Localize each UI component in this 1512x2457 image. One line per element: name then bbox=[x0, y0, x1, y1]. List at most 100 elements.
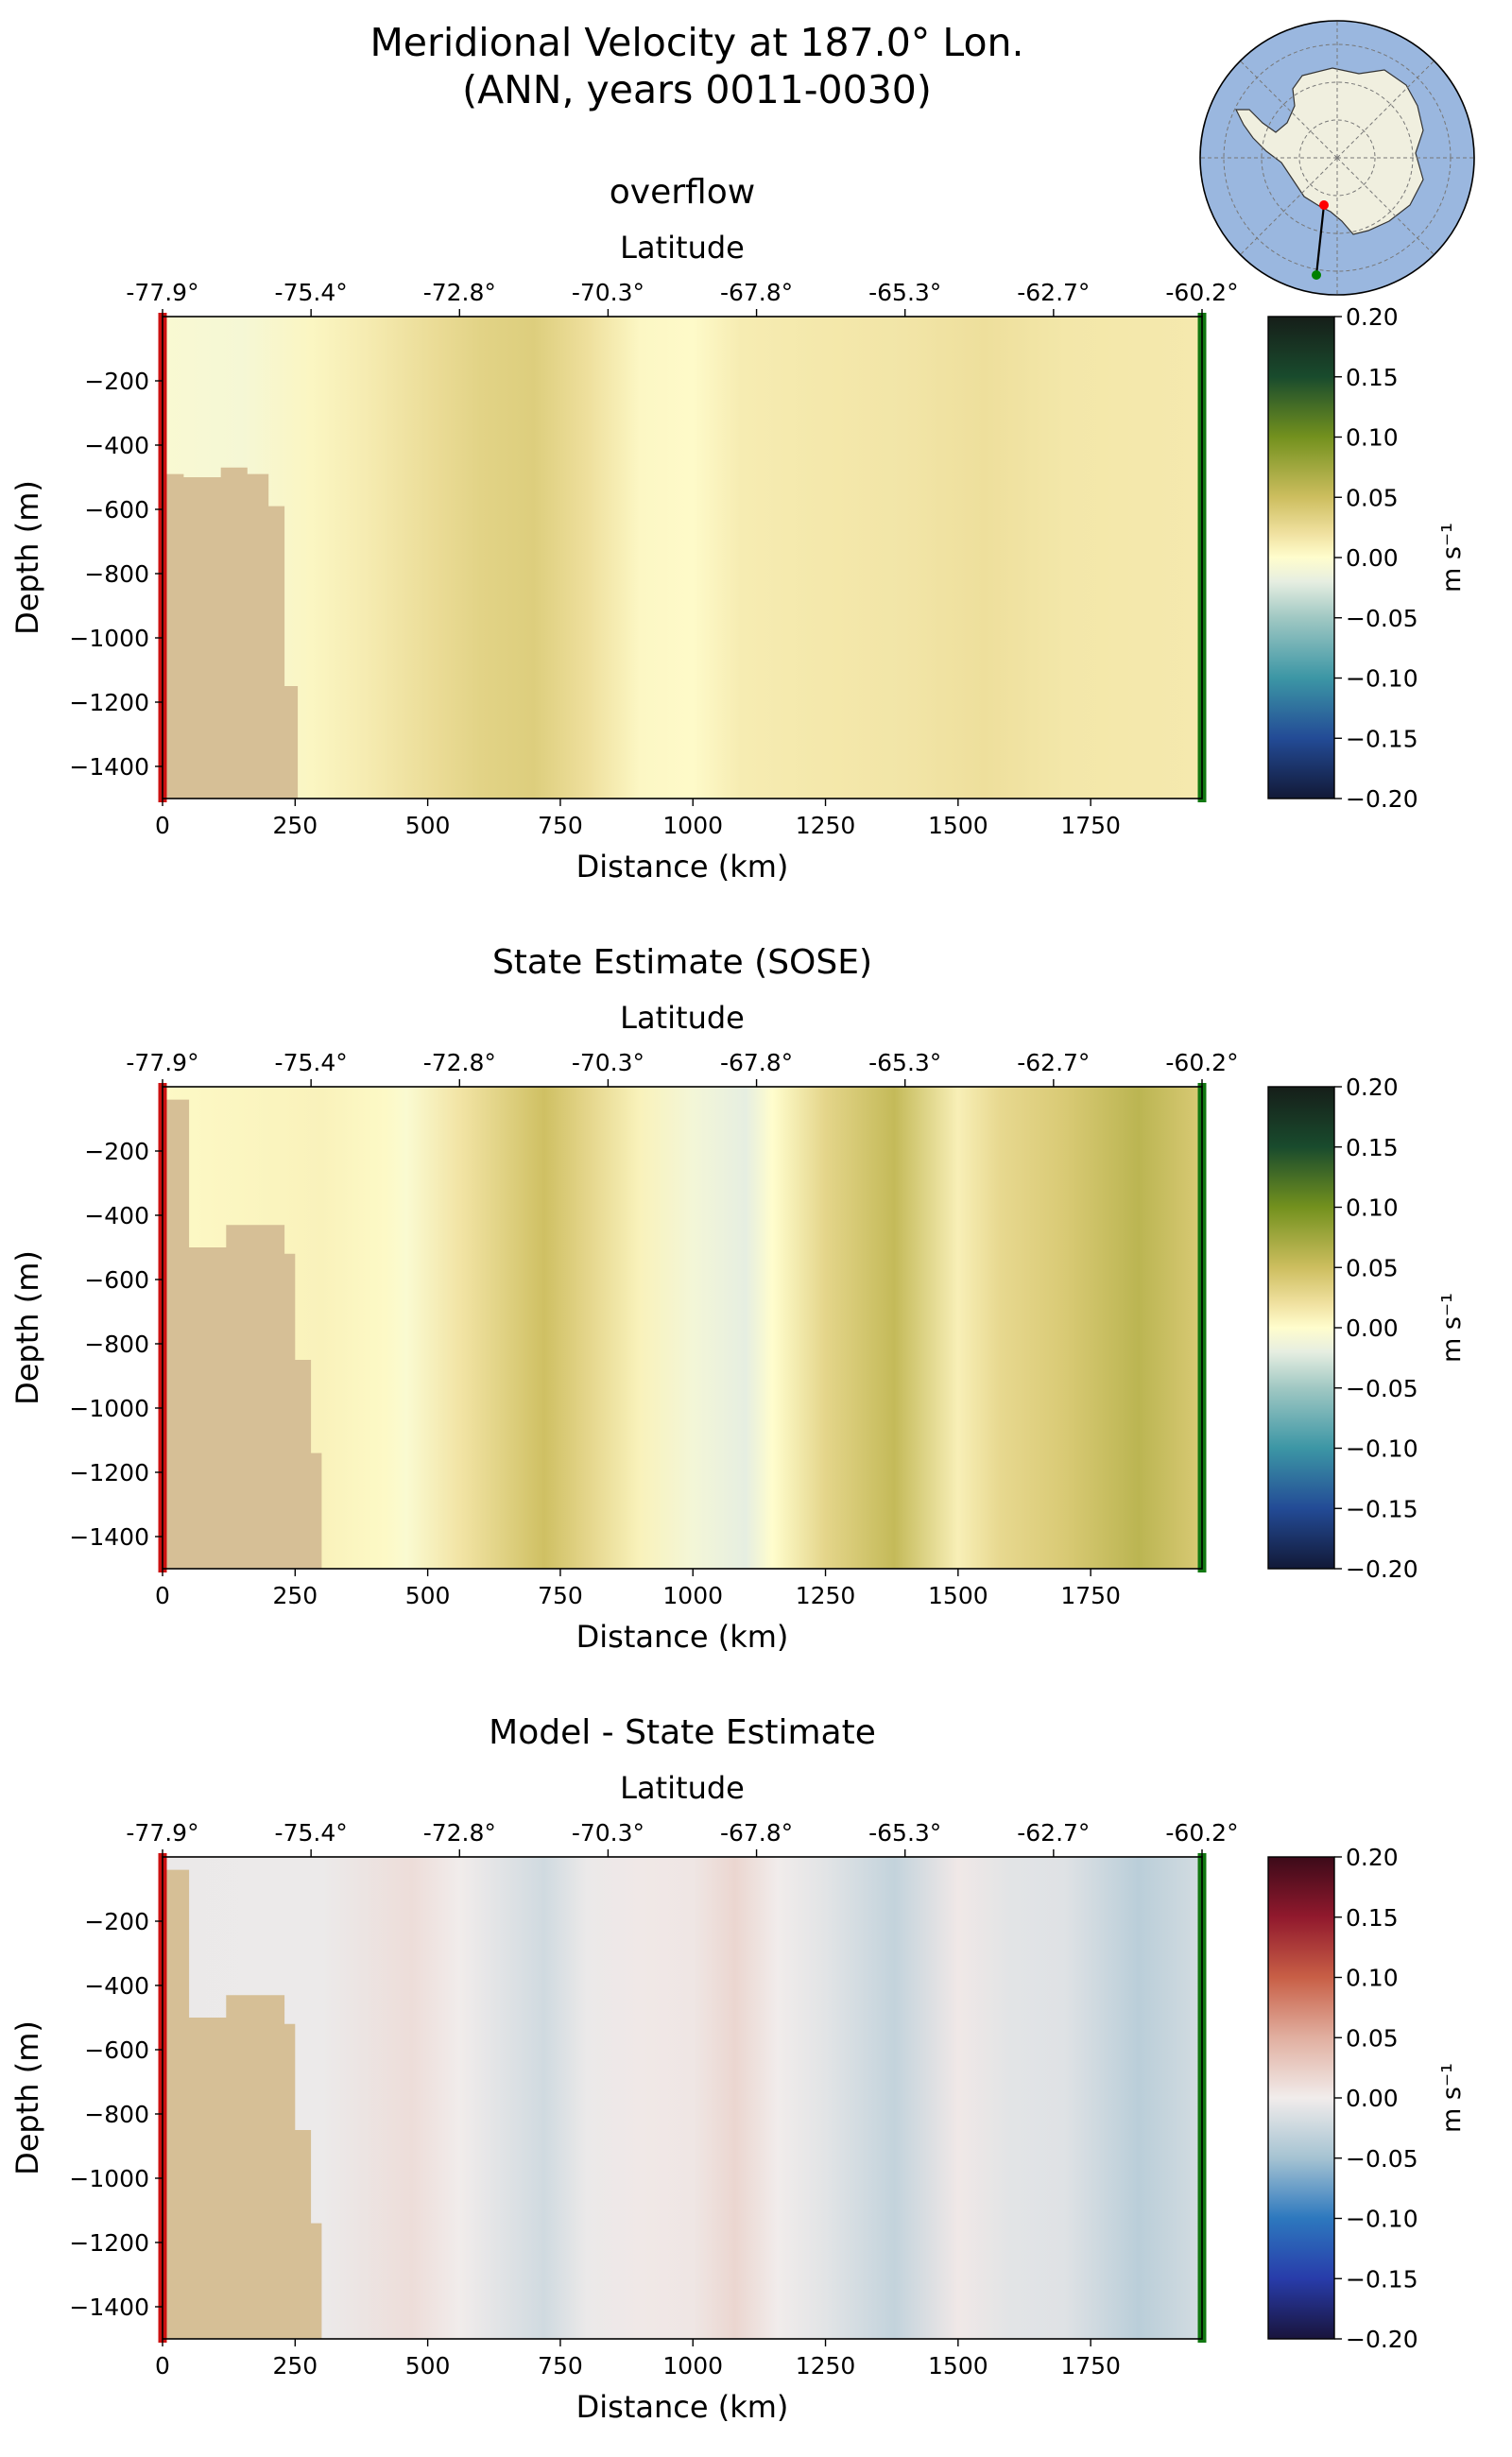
lat-tick-label: -72.8° bbox=[423, 1049, 496, 1076]
y-tick-label: −1000 bbox=[69, 2165, 149, 2192]
map-meridian bbox=[1336, 60, 1435, 159]
x-tick-label: 1500 bbox=[928, 2352, 988, 2380]
colorbar-tick-label: 0.10 bbox=[1346, 1965, 1399, 1992]
y-tick-label: −400 bbox=[84, 432, 149, 459]
colorbar bbox=[1267, 316, 1335, 799]
lat-tick-label: -70.3° bbox=[572, 1819, 644, 1847]
panel-overflow: overflow Latitude −200 −400 −600 −800 −1000 −12… bbox=[9, 173, 1467, 885]
colorbar-label: m s⁻¹ bbox=[1437, 523, 1467, 593]
y-axis-label: Depth (m) bbox=[9, 2020, 45, 2175]
y-tick-label: −1400 bbox=[69, 2294, 149, 2321]
x-axis-label: Distance (km) bbox=[576, 2389, 789, 2425]
colorbar-tick-label: −0.10 bbox=[1346, 1435, 1418, 1463]
colorbar-label: m s⁻¹ bbox=[1437, 1293, 1467, 1363]
lat-tick-label: -75.4° bbox=[275, 279, 348, 306]
lat-tick-label: -65.3° bbox=[868, 279, 941, 306]
colorbar-tick-label: −0.20 bbox=[1346, 2326, 1418, 2353]
colorbar bbox=[1267, 1086, 1335, 1570]
top-axis-label: Latitude bbox=[620, 1000, 745, 1036]
y-tick-label: −400 bbox=[84, 1202, 149, 1229]
y-tick-label: −1000 bbox=[69, 625, 149, 652]
x-tick-label: 500 bbox=[405, 2352, 451, 2380]
x-tick-label: 250 bbox=[272, 2352, 318, 2380]
top-axis-label: Latitude bbox=[620, 230, 745, 266]
colorbar-tick-label: 0.05 bbox=[1346, 1254, 1399, 1281]
lat-tick-label: -67.8° bbox=[720, 279, 793, 306]
colorbar-label: m s⁻¹ bbox=[1437, 2063, 1467, 2133]
map-transect-start-dot bbox=[1319, 200, 1329, 210]
lat-tick-label: -62.7° bbox=[1017, 1819, 1090, 1847]
colorbar-tick-label: −0.10 bbox=[1346, 665, 1418, 693]
y-tick-label: −600 bbox=[84, 496, 149, 524]
x-tick-label: 750 bbox=[538, 812, 583, 839]
colorbar-tick-label: 0.05 bbox=[1346, 484, 1399, 511]
lat-tick-label: -62.7° bbox=[1017, 279, 1090, 306]
colorbar-tick-label: −0.20 bbox=[1346, 785, 1418, 813]
lat-tick-label: -77.9° bbox=[126, 279, 198, 306]
lat-tick-label: -65.3° bbox=[868, 1049, 941, 1076]
x-tick-label: 250 bbox=[272, 1582, 318, 1609]
x-tick-label: 0 bbox=[155, 2352, 170, 2380]
colorbar-tick-label: 0.15 bbox=[1346, 1134, 1399, 1161]
x-tick-label: 1250 bbox=[796, 2352, 856, 2380]
lat-tick-label: -67.8° bbox=[720, 1819, 793, 1847]
top-axis-label: Latitude bbox=[620, 1770, 745, 1806]
x-tick-label: 0 bbox=[155, 812, 170, 839]
map-transect-end-dot bbox=[1312, 270, 1321, 280]
x-tick-label: 1000 bbox=[662, 2352, 723, 2380]
lat-tick-label: -65.3° bbox=[868, 1819, 941, 1847]
panel-title: Model - State Estimate bbox=[489, 1713, 876, 1752]
y-tick-label: −200 bbox=[84, 1138, 149, 1165]
panel-state-estimate: State Estimate (SOSE) Latitude −200 −400 −60… bbox=[9, 943, 1467, 1655]
colorbar-tick-label: −0.05 bbox=[1346, 1375, 1418, 1402]
lat-tick-label: -67.8° bbox=[720, 1049, 793, 1076]
x-axis-label: Distance (km) bbox=[576, 849, 789, 885]
lat-tick-label: -75.4° bbox=[275, 1819, 348, 1847]
x-tick-label: 750 bbox=[538, 1582, 583, 1609]
y-tick-label: −1400 bbox=[69, 753, 149, 781]
lat-tick-label: -60.2° bbox=[1165, 1819, 1238, 1847]
colorbar-tick-label: 0.00 bbox=[1346, 2085, 1399, 2112]
y-tick-label: −800 bbox=[84, 560, 149, 588]
y-tick-label: −1000 bbox=[69, 1395, 149, 1422]
colorbar-tick-label: 0.20 bbox=[1346, 1844, 1399, 1871]
x-tick-label: 1000 bbox=[662, 812, 723, 839]
map-meridian bbox=[1240, 157, 1338, 255]
lat-tick-label: -70.3° bbox=[572, 1049, 644, 1076]
colorbar-tick-label: 0.05 bbox=[1346, 2024, 1399, 2052]
panel-title: State Estimate (SOSE) bbox=[492, 943, 872, 982]
x-tick-label: 1500 bbox=[928, 1582, 988, 1609]
lat-tick-label: -77.9° bbox=[126, 1049, 198, 1076]
colorbar bbox=[1267, 1856, 1335, 2340]
colorbar-tick-label: 0.15 bbox=[1346, 364, 1399, 391]
colorbar-tick-label: 0.10 bbox=[1346, 1194, 1399, 1222]
y-tick-label: −1400 bbox=[69, 1523, 149, 1551]
x-tick-label: 1750 bbox=[1060, 1582, 1121, 1609]
bathymetry-land bbox=[163, 467, 299, 799]
y-tick-label: −600 bbox=[84, 1266, 149, 1294]
colorbar-tick-label: −0.05 bbox=[1346, 2145, 1418, 2173]
colorbar-tick-label: 0.20 bbox=[1346, 1074, 1399, 1101]
x-tick-label: 1000 bbox=[662, 1582, 723, 1609]
x-tick-label: 750 bbox=[538, 2352, 583, 2380]
x-tick-label: 1500 bbox=[928, 812, 988, 839]
colorbar-tick-label: 0.10 bbox=[1346, 424, 1399, 452]
panel-title: overflow bbox=[610, 173, 755, 212]
colorbar-tick-label: −0.10 bbox=[1346, 2206, 1418, 2233]
axes-frame bbox=[162, 1856, 1203, 2340]
y-tick-label: −200 bbox=[84, 368, 149, 395]
velocity-field bbox=[163, 1857, 1202, 2339]
map-latitude-circle bbox=[1298, 119, 1376, 197]
lat-tick-label: -72.8° bbox=[423, 279, 496, 306]
axes-frame bbox=[162, 1086, 1203, 1570]
y-tick-label: −200 bbox=[84, 1908, 149, 1935]
map-meridian bbox=[1240, 60, 1338, 159]
colorbar-tick-label: 0.20 bbox=[1346, 303, 1399, 331]
x-axis-label: Distance (km) bbox=[576, 1619, 789, 1655]
colorbar-tick-label: 0.00 bbox=[1346, 1314, 1399, 1342]
x-tick-label: 1250 bbox=[796, 1582, 856, 1609]
velocity-field bbox=[163, 317, 1202, 799]
lat-tick-label: -62.7° bbox=[1017, 1049, 1090, 1076]
map-transect-line bbox=[1314, 204, 1326, 276]
